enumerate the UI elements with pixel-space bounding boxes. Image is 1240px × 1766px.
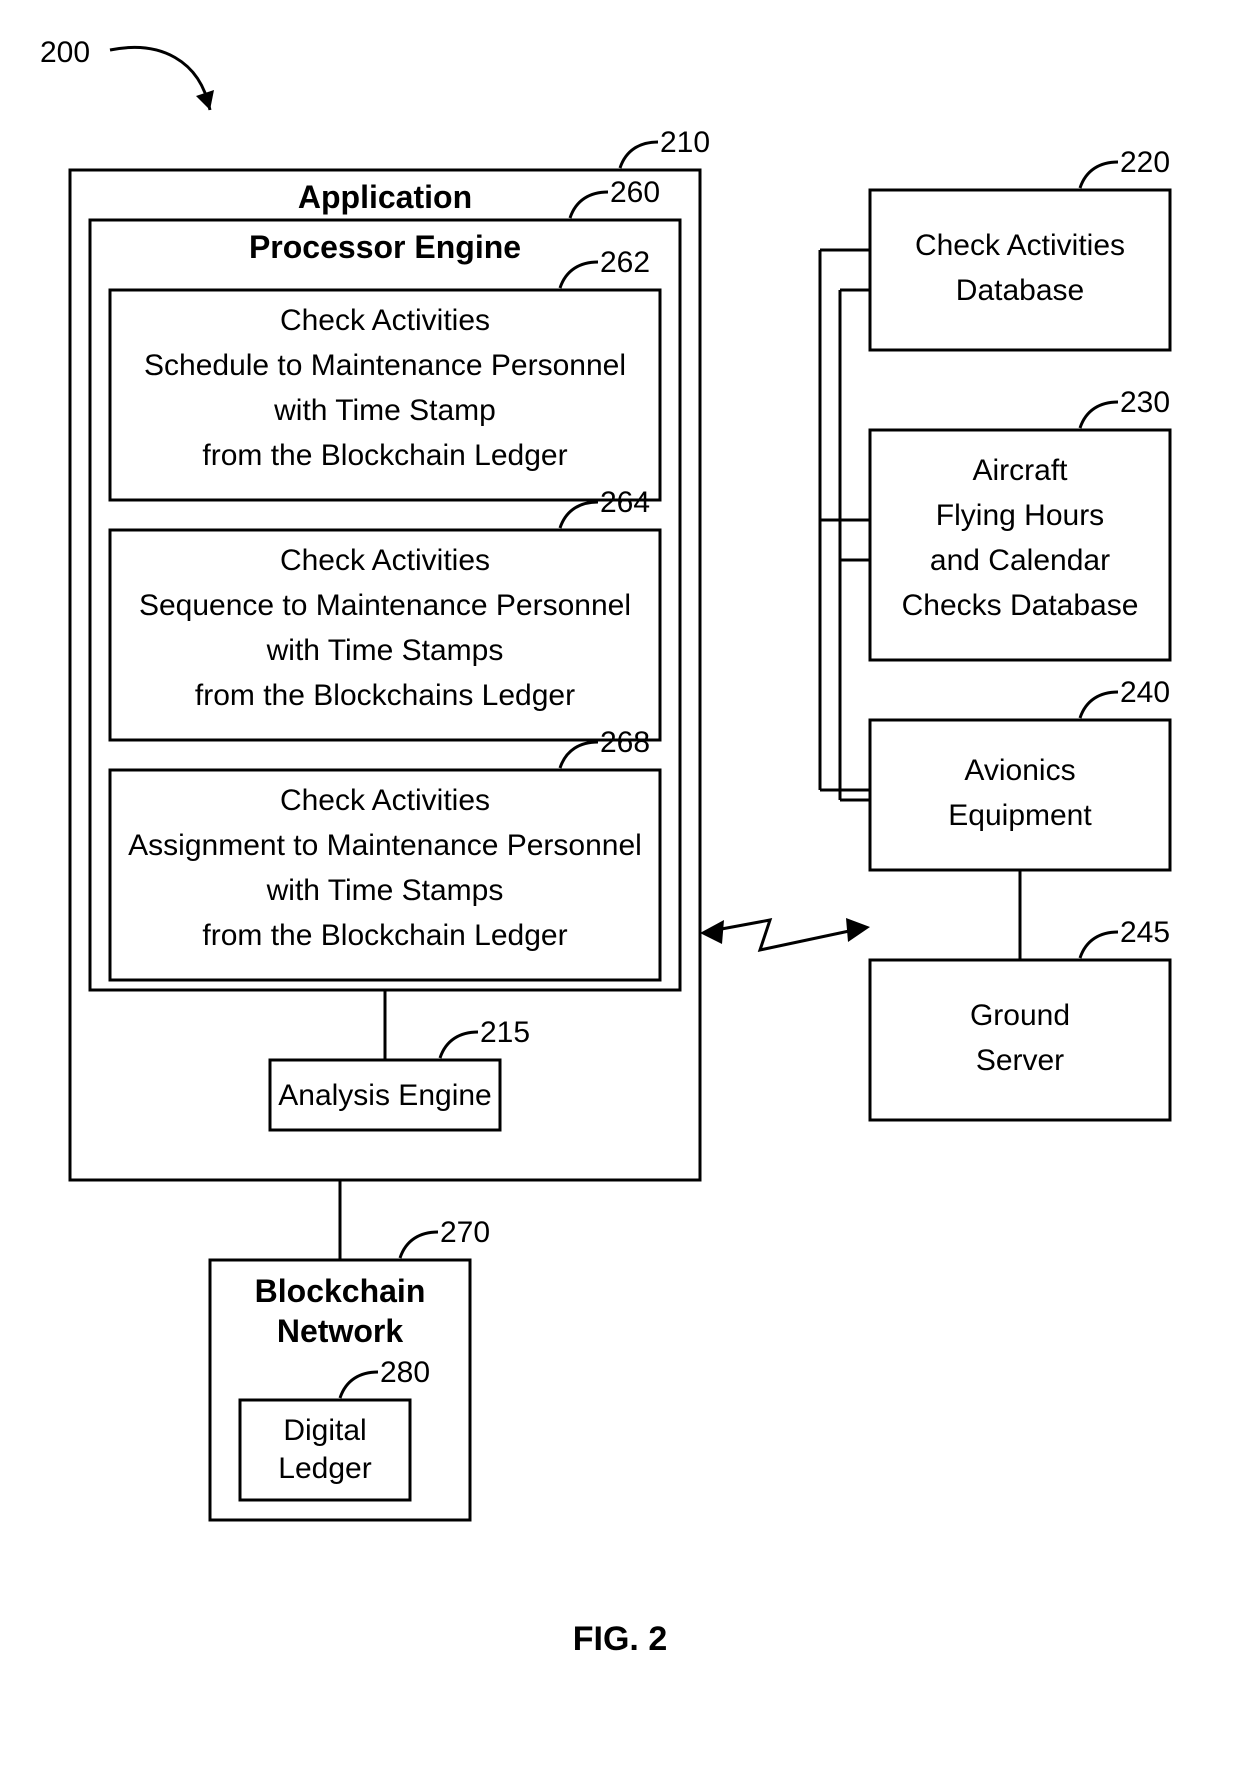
schedule-ref: 262: [600, 246, 650, 279]
assignment-line-3: from the Blockchain Ledger: [202, 919, 567, 952]
assignment-line-1: Assignment to Maintenance Personnel: [128, 829, 642, 862]
check-db-ref-leader: [1080, 162, 1118, 188]
avionics-ref-leader: [1080, 692, 1118, 718]
blockchain-ref-leader: [400, 1232, 438, 1258]
avionics-line-1: Equipment: [948, 799, 1092, 832]
processor-engine-title: Processor Engine: [249, 229, 521, 265]
flying-hours-line-0: Aircraft: [972, 454, 1068, 487]
blockchain-title-1: Blockchain: [255, 1273, 426, 1309]
ground-server-line-1: Server: [976, 1044, 1064, 1077]
sequence-line-3: from the Blockchains Ledger: [195, 679, 575, 712]
schedule-line-2: with Time Stamp: [273, 394, 496, 427]
digital-ledger-line-1: Ledger: [278, 1452, 371, 1485]
flying-hours-ref: 230: [1120, 386, 1170, 419]
avionics-box: [870, 720, 1170, 870]
digital-ledger-ref: 280: [380, 1356, 430, 1389]
check-db-ref: 220: [1120, 146, 1170, 179]
ground-server-ref-leader: [1080, 932, 1118, 958]
figure-ref-leader: [110, 48, 210, 111]
flying-hours-line-1: Flying Hours: [936, 499, 1104, 532]
check-db-line-0: Check Activities: [915, 229, 1125, 262]
check-db-line-1: Database: [956, 274, 1084, 307]
figure-ref: 200: [40, 36, 90, 69]
blockchain-title-2: Network: [277, 1313, 403, 1349]
assignment-line-2: with Time Stamps: [266, 874, 504, 907]
schedule-line-0: Check Activities: [280, 304, 490, 337]
assignment-ref: 268: [600, 726, 650, 759]
sequence-line-2: with Time Stamps: [266, 634, 504, 667]
blockchain-ref: 270: [440, 1216, 490, 1249]
schedule-line-1: Schedule to Maintenance Personnel: [144, 349, 626, 382]
figure-caption: FIG. 2: [573, 1620, 667, 1658]
assignment-line-0: Check Activities: [280, 784, 490, 817]
ground-server-line-0: Ground: [970, 999, 1070, 1032]
figure-ref-leader-arrowhead: [196, 90, 214, 110]
check-db-box: [870, 190, 1170, 350]
avionics-ref: 240: [1120, 676, 1170, 709]
avionics-line-0: Avionics: [964, 754, 1075, 787]
application-title: Application: [298, 179, 472, 215]
sequence-line-1: Sequence to Maintenance Personnel: [139, 589, 631, 622]
flying-hours-ref-leader: [1080, 402, 1118, 428]
analysis-engine-label: Analysis Engine: [278, 1079, 491, 1112]
flying-hours-line-2: and Calendar: [930, 544, 1110, 577]
sequence-ref: 264: [600, 486, 650, 519]
analysis-ref: 215: [480, 1016, 530, 1049]
ground-server-ref: 245: [1120, 916, 1170, 949]
digital-ledger-line-0: Digital: [283, 1414, 366, 1447]
application-ref: 210: [660, 126, 710, 159]
processor-engine-ref: 260: [610, 176, 660, 209]
application-ref-leader: [620, 142, 658, 168]
ground-server-box: [870, 960, 1170, 1120]
flying-hours-line-3: Checks Database: [902, 589, 1139, 622]
bidirectional-lightning-arrow: [700, 918, 870, 950]
sequence-line-0: Check Activities: [280, 544, 490, 577]
schedule-line-3: from the Blockchain Ledger: [202, 439, 567, 472]
